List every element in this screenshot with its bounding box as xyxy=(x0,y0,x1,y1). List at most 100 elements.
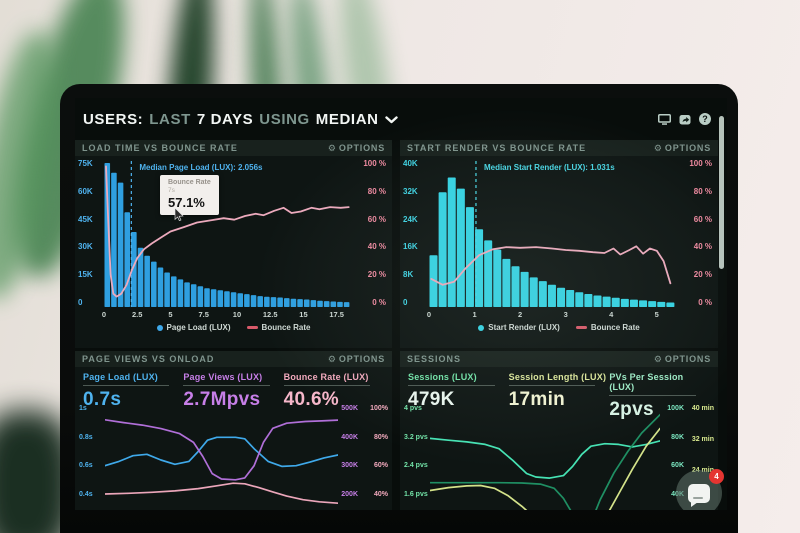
legend-label: Page Load (LUX) xyxy=(166,323,231,332)
title-last: LAST xyxy=(149,111,191,128)
axis-tick: 4 pvs xyxy=(404,405,422,412)
axis-tick: 80% xyxy=(373,433,388,441)
help-icon[interactable]: ? xyxy=(699,113,711,125)
x-axis-tick: 3 xyxy=(563,310,568,319)
axis-tick: 40 min xyxy=(691,405,714,412)
display-icon[interactable] xyxy=(658,113,671,125)
axis-tick: 100% xyxy=(370,405,388,412)
axis-tick: 0.8s xyxy=(79,433,93,441)
x-axis-tick: 10 xyxy=(232,310,242,319)
plot xyxy=(430,405,660,510)
axis-tick: 0.4s xyxy=(79,490,93,498)
axis-tick: 60K xyxy=(78,186,93,196)
axis-tick: 75K xyxy=(78,159,93,168)
stat-bounce-rate: Bounce Rate (LUX) 40.6% xyxy=(283,372,384,410)
axis-tick: 100 % xyxy=(689,159,712,168)
plot xyxy=(105,405,338,510)
tooltip-value: 57.1% xyxy=(168,195,205,210)
panel-title: START RENDER VS BOUNCE RATE xyxy=(407,143,587,153)
title-metric[interactable]: MEDIAN xyxy=(315,111,379,128)
gear-icon: ⚙ xyxy=(653,353,662,364)
scrollbar[interactable] xyxy=(719,116,724,269)
stats-row: Sessions (LUX) 479K Session Length (LUX)… xyxy=(400,367,718,420)
axis-tick: 100K xyxy=(667,405,684,412)
notification-badge: 4 xyxy=(709,469,724,484)
panel-load-time: LOAD TIME VS BOUNCE RATE ⚙ OPTIONS 75K 60… xyxy=(75,140,392,348)
axis-tick: 2.4 pvs xyxy=(404,462,428,470)
y-axis-right: 100 % 80 % 60 % 40 % 20 % 0 % xyxy=(674,159,712,307)
axis-tick: 60K xyxy=(671,462,684,470)
panel-header: START RENDER VS BOUNCE RATE ⚙ OPTIONS xyxy=(400,140,718,156)
chart-area: 40K 32K 24K 16K 8K 0 Median Start Render (LUX… xyxy=(400,159,718,339)
median-annotation: Median Page Load (LUX): 2.056s xyxy=(139,163,263,172)
stat-session-length: Session Length (LUX) 17min xyxy=(508,372,610,410)
panel-title: SESSIONS xyxy=(407,354,462,364)
x-axis-tick: 17.5 xyxy=(329,310,344,319)
y-axis-right-2: 100% 80% 60% 40% xyxy=(361,405,388,498)
title-range[interactable]: 7 DAYS xyxy=(196,111,254,128)
x-axis-tick: 0 xyxy=(426,310,432,319)
stat-divider xyxy=(408,385,495,386)
y-axis-left: 1s 0.8s 0.6s 0.4s xyxy=(79,405,103,498)
options-label: OPTIONS xyxy=(664,354,711,364)
axis-tick: 80K xyxy=(671,433,684,441)
x-axis-tick: 4 xyxy=(609,310,614,319)
stat-pvs-per-session: PVs Per Session (LUX) 2pvs xyxy=(609,372,710,420)
axis-tick: 80 % xyxy=(693,186,712,196)
legend-marker-dot xyxy=(156,324,163,331)
gear-icon: ⚙ xyxy=(653,142,662,153)
x-axis-tick: 1 xyxy=(472,310,477,319)
options-button[interactable]: ⚙ OPTIONS xyxy=(328,143,385,153)
y-axis-right: 100 % 80 % 60 % 40 % 20 % 0 % xyxy=(348,159,386,307)
panel-page-views-onload: PAGE VIEWS VS ONLOAD ⚙ OPTIONS Page Load… xyxy=(75,351,392,510)
stat-divider xyxy=(609,395,696,396)
laptop: USERS: LAST 7 DAYS USING MEDIAN xyxy=(60,84,738,533)
axis-tick: 0 % xyxy=(372,297,386,307)
options-button[interactable]: ⚙ OPTIONS xyxy=(654,354,711,364)
chat-launcher[interactable]: 4 xyxy=(676,469,724,510)
dashboard-header: USERS: LAST 7 DAYS USING MEDIAN xyxy=(75,98,727,140)
gear-icon: ⚙ xyxy=(327,142,336,153)
axis-tick: 500K xyxy=(341,405,358,412)
options-button[interactable]: ⚙ OPTIONS xyxy=(654,143,711,153)
median-annotation: Median Start Render (LUX): 1.031s xyxy=(483,163,615,172)
stat-label: Bounce Rate (LUX) xyxy=(283,372,369,382)
chevron-down-icon[interactable] xyxy=(384,115,398,124)
axis-tick: 0 xyxy=(78,297,83,307)
panel-sessions: SESSIONS ⚙ OPTIONS Sessions (LUX) 479K S… xyxy=(400,351,718,510)
axis-tick: 32 min xyxy=(691,436,714,443)
title-using: USING xyxy=(259,111,310,128)
share-icon[interactable] xyxy=(679,114,691,125)
stat-label: PVs Per Session (LUX) xyxy=(609,372,684,392)
axis-tick: 80 % xyxy=(367,186,386,196)
x-axis-tick: 15 xyxy=(299,310,308,319)
x-axis-tick: 5 xyxy=(168,310,173,319)
y-axis-left: 40K 32K 24K 16K 8K 0 xyxy=(403,159,427,307)
axis-tick: 60 % xyxy=(693,214,712,224)
legend-label: Bounce Rate xyxy=(261,323,311,332)
stat-value: 2.7Mpvs xyxy=(183,389,261,410)
axis-tick: 45K xyxy=(78,214,93,224)
stat-sessions: Sessions (LUX) 479K xyxy=(408,372,509,410)
legend-label: Bounce Rate xyxy=(590,323,640,332)
chart-area: 75K 60K 45K 30K 15K 0 Median Page Load (LUX):… xyxy=(75,159,392,339)
chart-canvas xyxy=(104,161,350,307)
axis-tick: 40% xyxy=(373,490,388,498)
axis-tick: 300K xyxy=(341,462,358,470)
x-axis-tick: 5 xyxy=(654,310,659,319)
legend-label: Start Render (LUX) xyxy=(488,323,560,332)
stat-label: Page Views (LUX) xyxy=(183,372,263,382)
stat-value: 40.6% xyxy=(283,389,339,410)
plot: Median Start Render (LUX): 1.031s xyxy=(429,159,675,307)
options-button[interactable]: ⚙ OPTIONS xyxy=(328,354,385,364)
y-axis-left: 75K 60K 45K 30K 15K 0 xyxy=(78,159,102,307)
options-label: OPTIONS xyxy=(338,354,385,364)
panel-header: LOAD TIME VS BOUNCE RATE ⚙ OPTIONS xyxy=(75,140,392,156)
panel-start-render: START RENDER VS BOUNCE RATE ⚙ OPTIONS 40… xyxy=(400,140,718,348)
stat-divider xyxy=(508,385,596,386)
x-axis-tick: 12.5 xyxy=(262,310,278,319)
gear-icon: ⚙ xyxy=(327,353,336,364)
y-axis-right-1: 500K 400K 300K 200K xyxy=(332,405,358,498)
legend-marker-dot xyxy=(478,324,485,331)
